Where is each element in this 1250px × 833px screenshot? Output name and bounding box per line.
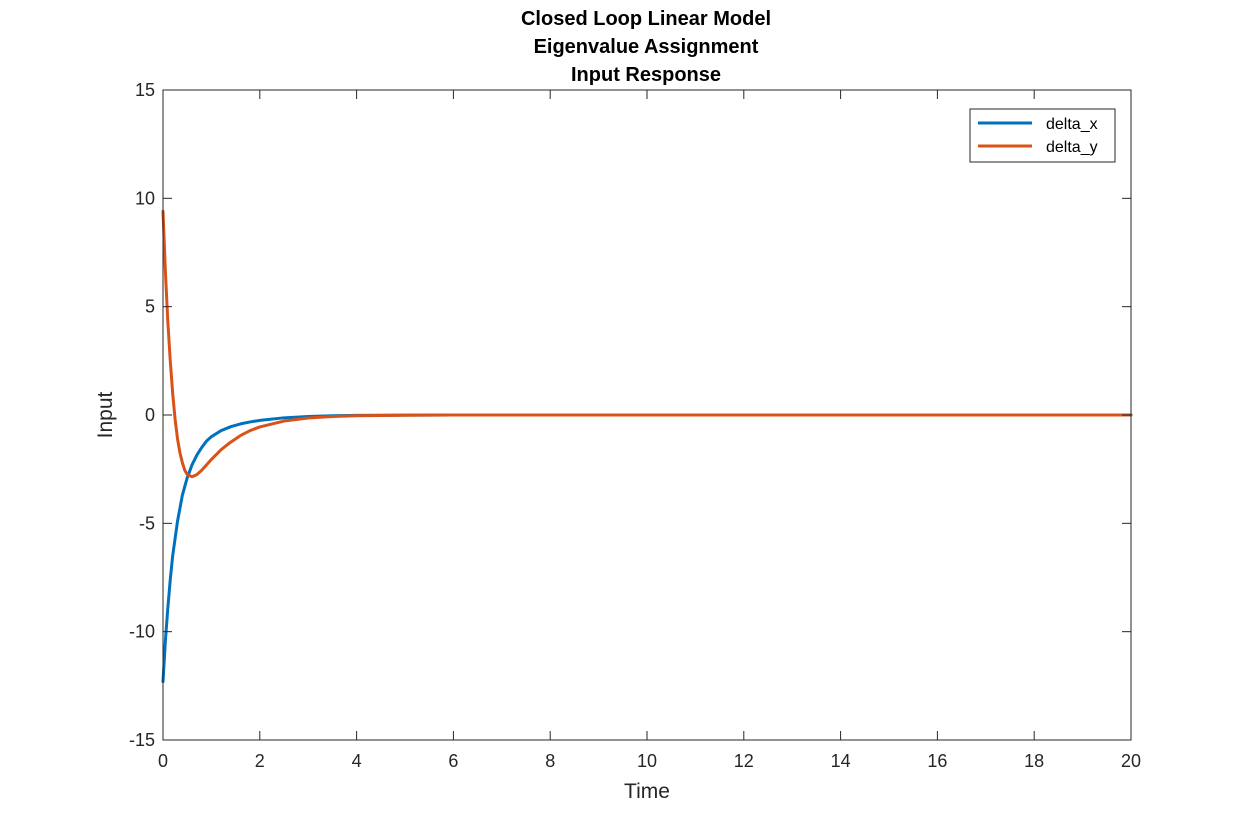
chart-title-line-2: Eigenvalue Assignment xyxy=(534,36,759,58)
legend-label-delta-y: delta_y xyxy=(1046,139,1098,156)
x-tick-label: 2 xyxy=(255,751,265,771)
legend-box xyxy=(969,108,1116,163)
x-axis-label: Time xyxy=(624,780,670,803)
y-tick-label: 15 xyxy=(135,80,155,100)
x-tick-label: 18 xyxy=(1024,751,1044,771)
x-tick-label: 10 xyxy=(637,751,657,771)
y-tick-label: 10 xyxy=(135,188,155,208)
y-tick-labels: -15 -10 -5 0 5 10 15 xyxy=(129,80,155,750)
x-tick-label: 12 xyxy=(734,751,754,771)
x-tick-labels: 0 2 4 6 8 10 12 14 16 18 20 xyxy=(158,751,1141,771)
y-tick-label: -5 xyxy=(139,513,155,533)
chart-title-line-1: Closed Loop Linear Model xyxy=(521,8,771,30)
series-layer xyxy=(161,209,1133,683)
y-tick-label: -15 xyxy=(129,730,155,750)
x-tick-label: 6 xyxy=(448,751,458,771)
legend-label-delta-x: delta_x xyxy=(1046,116,1098,133)
x-tick-label: 20 xyxy=(1121,751,1141,771)
y-tick-label: 5 xyxy=(145,297,155,317)
chart-title-line-3: Input Response xyxy=(571,64,721,86)
x-tick-label: 0 xyxy=(158,751,168,771)
y-axis-label: Input xyxy=(94,391,117,438)
x-tick-label: 4 xyxy=(352,751,362,771)
series-line-delta-y xyxy=(161,209,1133,479)
legend: delta_x delta_y xyxy=(969,108,1116,163)
y-tick-label: 0 xyxy=(145,405,155,425)
x-tick-label: 14 xyxy=(831,751,851,771)
y-tick-label: -10 xyxy=(129,622,155,642)
x-tick-label: 8 xyxy=(545,751,555,771)
x-tick-label: 16 xyxy=(927,751,947,771)
axes-box xyxy=(162,89,1132,741)
